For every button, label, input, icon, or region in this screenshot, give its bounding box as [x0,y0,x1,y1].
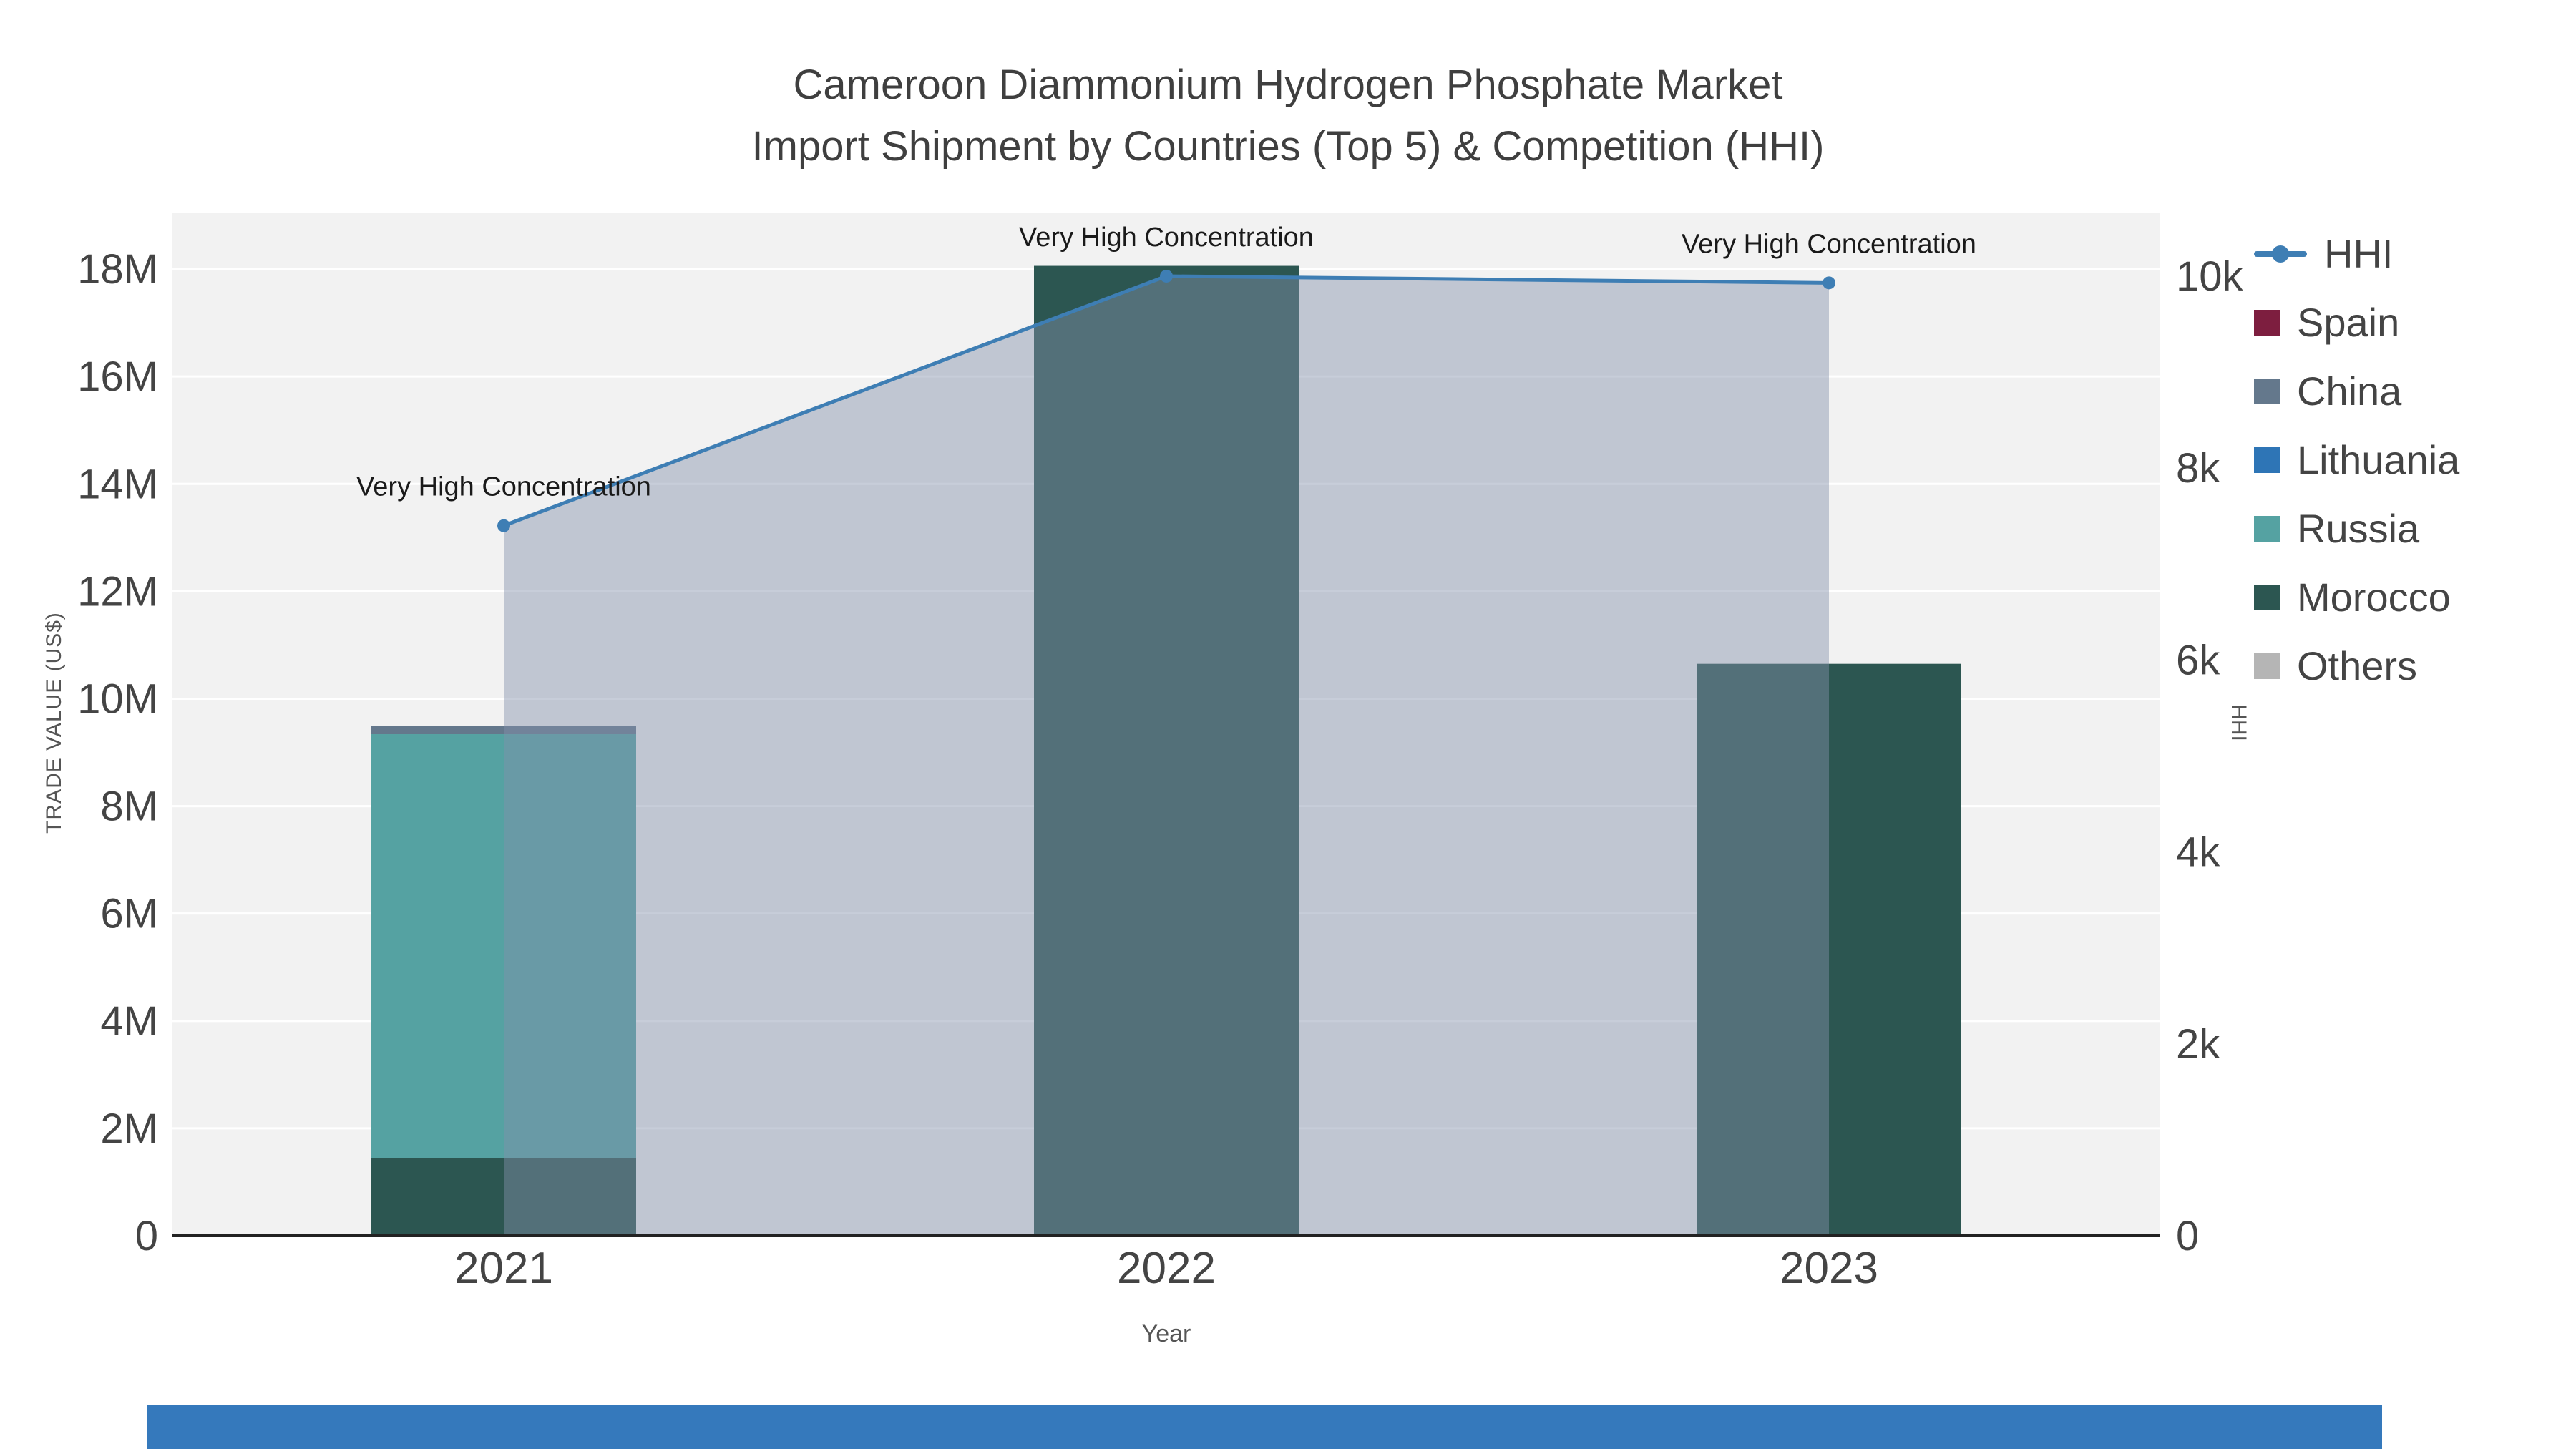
x-tick-label-2022: 2022 [1117,1244,1216,1293]
legend: HHI Spain China Lithuania Russia Morocco Other… [2254,230,2459,690]
hhi-point-2023[interactable] [1823,276,1835,290]
chart-title-block: Cameroon Diammonium Hydrogen Phosphate M… [0,64,2576,167]
legend-label: HHI [2324,231,2394,276]
y-right-tick-label: 4k [2176,829,2220,876]
legend-item-morocco[interactable]: Morocco [2254,574,2459,621]
y-left-tick-label: 18M [77,246,158,293]
legend-item-lithuania[interactable]: Lithuania [2254,436,2459,484]
legend-item-spain[interactable]: Spain [2254,299,2459,346]
y-left-tick-label: 6M [100,891,158,937]
legend-label: Others [2297,643,2418,688]
hhi-point-2022[interactable] [1160,269,1173,283]
y-left-tick-label: 10M [77,675,158,722]
legend-label: Spain [2297,300,2400,345]
legend-label: China [2297,369,2402,414]
y-right-tick-label: 6k [2176,637,2220,683]
y-left-tick-label: 4M [100,998,158,1045]
y-right-tick-label: 10k [2176,253,2244,300]
legend-item-russia[interactable]: Russia [2254,505,2459,552]
annotation-2022: Very High Concentration [1019,223,1314,253]
y-right-tick-label: 0 [2176,1213,2199,1259]
bar-segment-russia-2021[interactable] [371,734,636,1158]
legend-label: Lithuania [2297,437,2460,482]
y-left-tick-label: 14M [77,461,158,507]
legend-item-others[interactable]: Others [2254,643,2459,690]
y-left-tick-label: 16M [77,353,158,400]
legend-square-marker-icon [2254,310,2280,336]
legend-square-marker-icon [2254,447,2280,473]
y-axis-title-right: HHI [2227,704,2250,741]
legend-square-marker-icon [2254,516,2280,542]
bar-segment-morocco-2022[interactable] [1034,265,1299,1236]
legend-label: Morocco [2297,575,2451,620]
legend-item-china[interactable]: China [2254,368,2459,415]
y-left-tick-label: 0 [135,1213,158,1259]
legend-square-marker-icon [2254,653,2280,679]
hhi-point-2021[interactable] [497,519,510,532]
legend-square-marker-icon [2254,585,2280,610]
x-tick-label-2021: 2021 [454,1244,553,1293]
y-axis-title-left: TRADE VALUE (US$) [42,612,66,834]
x-tick-label-2023: 2023 [1780,1244,1878,1293]
legend-line-marker-icon [2254,251,2307,257]
bar-segment-morocco-2023[interactable] [1697,663,1961,1236]
y-left-tick-label: 2M [100,1106,158,1152]
legend-label: Russia [2297,506,2420,551]
bar-segment-morocco-2021[interactable] [371,1158,636,1236]
y-left-tick-label: 8M [100,784,158,830]
bar-segment-china-2021[interactable] [371,726,636,735]
chart-subtitle: Import Shipment by Countries (Top 5) & C… [751,123,1825,170]
hhi-area-fill [504,275,1829,1236]
footer-bar [147,1405,2382,1449]
legend-item-hhi[interactable]: HHI [2254,230,2459,278]
legend-square-marker-icon [2254,379,2280,404]
annotation-2021: Very High Concentration [356,472,651,502]
y-left-tick-label: 12M [77,568,158,615]
chart-title: Cameroon Diammonium Hydrogen Phosphate M… [793,62,1783,108]
x-axis-title: Year [1141,1320,1191,1347]
y-right-tick-label: 2k [2176,1021,2220,1068]
y-right-tick-label: 8k [2176,445,2220,492]
annotation-2023: Very High Concentration [1682,229,1976,259]
